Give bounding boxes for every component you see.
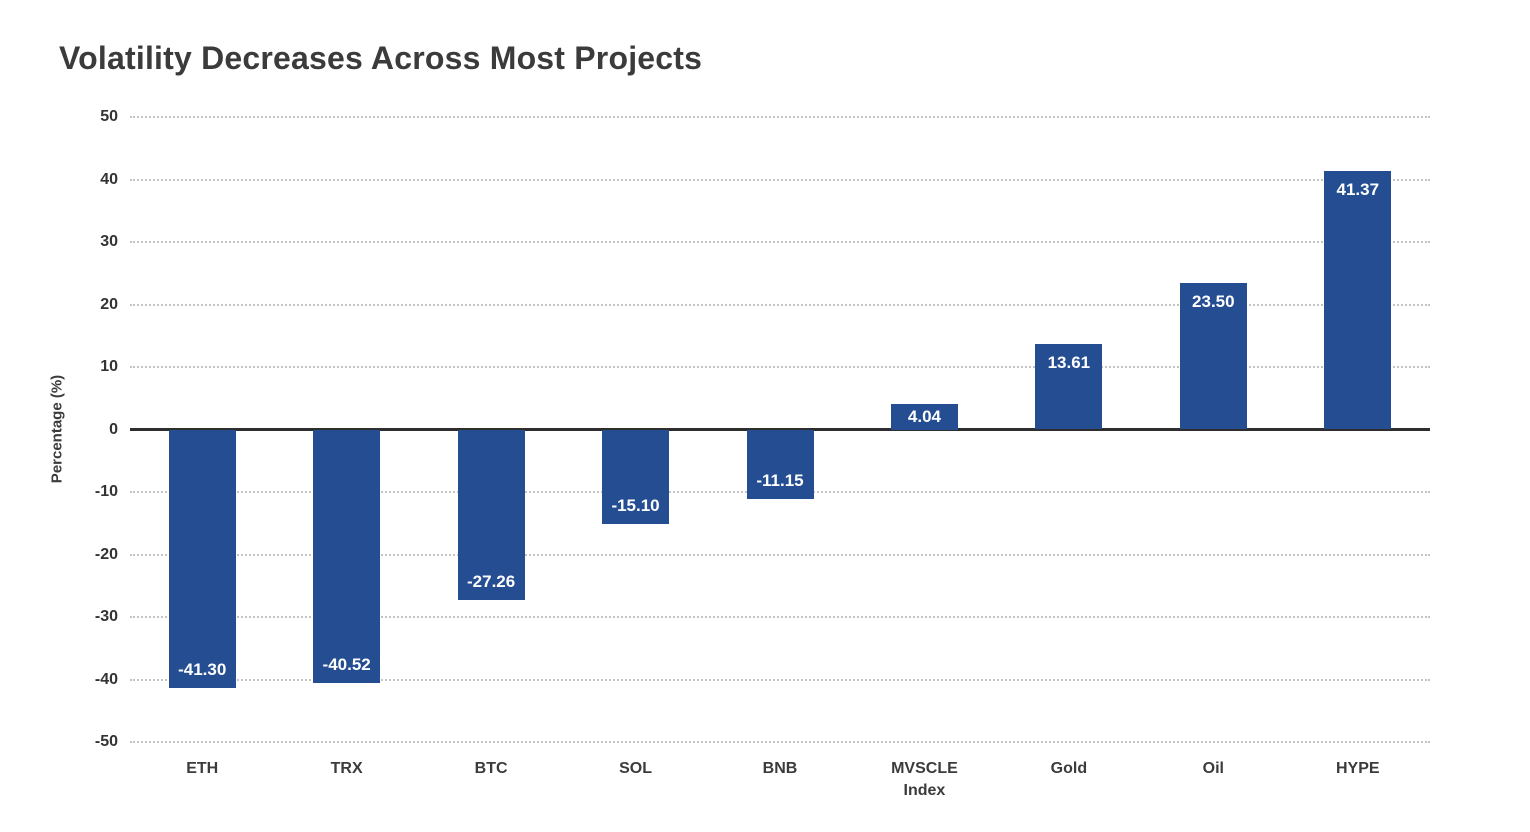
- bar-eth: [168, 429, 236, 688]
- gridline-y--50: [130, 741, 1430, 743]
- gridline-y-30: [130, 241, 1430, 243]
- bar-value-label-gold: 13.61: [1047, 353, 1091, 373]
- bar-value-label-oil: 23.50: [1192, 291, 1235, 311]
- bar-value-label-btc: -27.26: [467, 571, 516, 591]
- x-category-label-mvscle-index: MVSCLE Index: [891, 760, 958, 799]
- y-tick-label--50: -50: [94, 733, 118, 750]
- y-tick-label-30: 30: [100, 233, 118, 250]
- y-tick-label--40: -40: [94, 670, 118, 688]
- x-category-label-eth: ETH: [186, 760, 219, 777]
- x-category-label-gold: Gold: [1050, 760, 1088, 777]
- x-category-label-bnb: BNB: [762, 760, 798, 777]
- bar-value-label-hype: 41.37: [1336, 179, 1380, 199]
- chart-title: Volatility Decreases Across Most Project…: [59, 40, 703, 76]
- bar-value-label-sol: -15.10: [611, 495, 660, 515]
- bar-trx: [313, 429, 381, 683]
- bar-hype: [1324, 170, 1392, 430]
- x-category-label-hype: HYPE: [1335, 760, 1380, 777]
- x-category-label-btc: BTC: [474, 760, 508, 777]
- gridline-y-50: [130, 116, 1430, 118]
- x-category-label-sol: SOL: [619, 760, 652, 777]
- y-tick-label--10: -10: [94, 483, 118, 500]
- gridline-y-20: [130, 303, 1430, 306]
- y-tick-label-0: 0: [109, 420, 118, 438]
- y-tick-label--30: -30: [94, 608, 118, 625]
- gridline-y--20: [130, 553, 1430, 556]
- gridline-y-10: [130, 366, 1430, 368]
- gridline-y-40: [130, 178, 1430, 181]
- y-tick-label--20: -20: [94, 545, 118, 563]
- bar-oil: [1179, 282, 1247, 430]
- y-tick-label-10: 10: [100, 358, 118, 375]
- bar-sol: [602, 429, 670, 524]
- x-category-label-oil: Oil: [1202, 760, 1224, 777]
- bar-value-label-trx: -40.52: [322, 654, 371, 674]
- y-tick-label-40: 40: [100, 170, 118, 188]
- gridline-y--30: [130, 616, 1430, 618]
- y-tick-label-50: 50: [100, 108, 118, 125]
- bar-bnb: [746, 429, 814, 500]
- x-category-label-trx: TRX: [330, 760, 363, 777]
- bar-btc: [457, 429, 525, 600]
- bar-gold: [1035, 344, 1103, 430]
- gridline-y--40: [130, 678, 1430, 681]
- bar-value-label-mvscle-index: 4.04: [907, 407, 941, 427]
- y-tick-label-20: 20: [100, 295, 118, 313]
- bar-value-label-bnb: -11.15: [756, 471, 804, 491]
- bar-value-label-eth: -41.30: [178, 659, 227, 679]
- bar-mvscle-index: [890, 404, 958, 430]
